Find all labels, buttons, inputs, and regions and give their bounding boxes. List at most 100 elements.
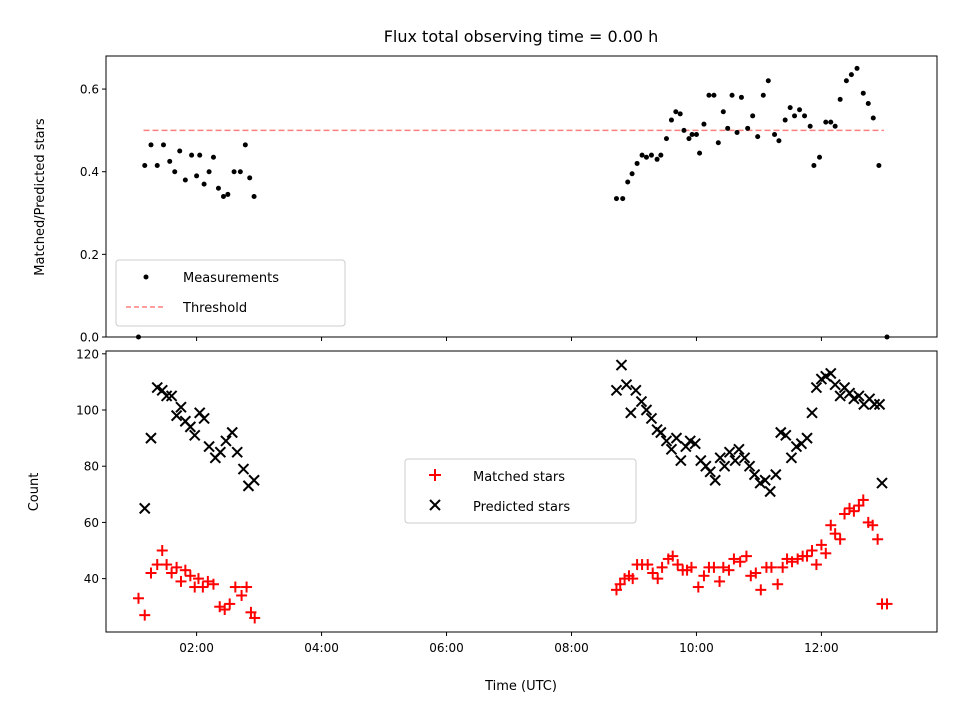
bottom-panel-frame [105,350,938,633]
matched-star-point [610,584,622,596]
y-tick-label: 60 [84,516,99,530]
measurement-point [225,191,231,197]
measurement-point [854,65,860,71]
predicted-star-point [801,432,813,444]
measurement-point [843,78,849,84]
predicted-star-point [670,432,683,444]
predicted-star-point [759,474,771,486]
measurement-point [677,111,683,117]
measurement-point [194,173,200,179]
measurement-point [837,96,843,102]
measurement-point [237,169,243,175]
matched-star-point [801,550,813,562]
measurement-point [160,142,166,148]
matched-star-point [825,519,837,531]
bottom-panel: 40 60 80 100 120 02:00 04:00 06:00 08:00 10:00 12:… [27,347,938,694]
predicted-star-point [764,485,776,498]
matched-star-point [881,598,893,610]
measurement-point [206,169,212,175]
predicted-star-point [203,440,215,453]
x-tick-label: 02:00 [179,641,214,655]
matched-star-point [166,567,178,579]
matched-star-point [723,564,735,576]
predicted-star-point [853,390,865,402]
measurement-point [625,179,631,185]
matched-star-point [755,584,767,596]
measurement-point [220,194,226,199]
predicted-star-point [834,390,846,402]
measurement-point [782,117,788,123]
measurement-point [148,142,154,148]
measurement-point [765,78,771,84]
predicted-star-point [729,454,741,467]
matched-star-point [224,598,236,610]
y-tick-label: 100 [76,404,99,418]
y-tick-label: 0.6 [80,83,99,97]
predicted-star-point [630,384,642,397]
measurement-point [807,123,813,129]
measurement-point [832,123,838,129]
measurement-point [654,156,660,162]
measurement-point [648,152,654,158]
measurement-point [776,138,782,144]
measurement-point [142,163,148,169]
matched-star-point [728,553,740,565]
predicted-star-point [625,407,637,419]
matched-star-point [810,559,822,571]
matched-star-point [829,528,841,540]
predicted-star-point [743,460,756,472]
measurement-point [210,154,216,160]
predicted-star-point [723,446,736,458]
matched-star-point [750,567,762,579]
measurement-point [663,136,669,142]
predicted-star-point [220,435,232,447]
measurement-point [725,125,731,131]
matched-star-point [219,604,231,616]
measurement-point [745,125,751,131]
measurement-point [697,150,703,156]
predicted-star-point [165,390,178,402]
top-y-axis-label: Matched/Predicted stars [33,118,48,276]
predicted-star-point [810,381,823,394]
matched-star-point [786,556,798,568]
matched-star-point [656,561,668,573]
matched-star-point [734,556,746,568]
matched-star-point [652,573,664,585]
y-tick-label: 0.2 [80,248,99,262]
matched-star-point [236,589,248,601]
measurement-point [870,115,876,121]
predicted-star-point [139,502,151,515]
measurement-point [639,152,645,158]
matched-star-point [740,550,752,562]
x-tick-label: 06:00 [429,641,464,655]
predicted-star-point [780,429,792,442]
matched-star-point [806,545,818,557]
measurement-point [797,107,803,113]
predicted-star-point [198,412,210,425]
predicted-star-point [868,398,881,411]
matched-star-point [161,559,173,571]
matched-star-point [765,561,777,573]
measurement-point [750,113,756,119]
measurement-point [823,119,829,125]
measurement-point [711,92,717,98]
y-tick-label: 40 [84,572,99,586]
measurement-point [792,113,798,119]
predicted-star-point [876,477,888,489]
measurement-point [817,154,823,160]
matched-star-point [685,561,697,573]
predicted-star-point [145,432,157,444]
measurement-point [177,148,183,154]
measurement-point [876,163,882,169]
measurement-point [620,196,626,202]
top-legend-box [115,259,346,327]
legend-threshold-label: Threshold [182,301,247,316]
matched-star-point [853,500,865,512]
matched-star-point [820,547,832,559]
predicted-star-point [226,426,238,439]
matched-star-point [647,567,659,579]
measurement-point [706,92,712,98]
matched-star-point [627,573,639,585]
matched-star-point [772,578,784,590]
